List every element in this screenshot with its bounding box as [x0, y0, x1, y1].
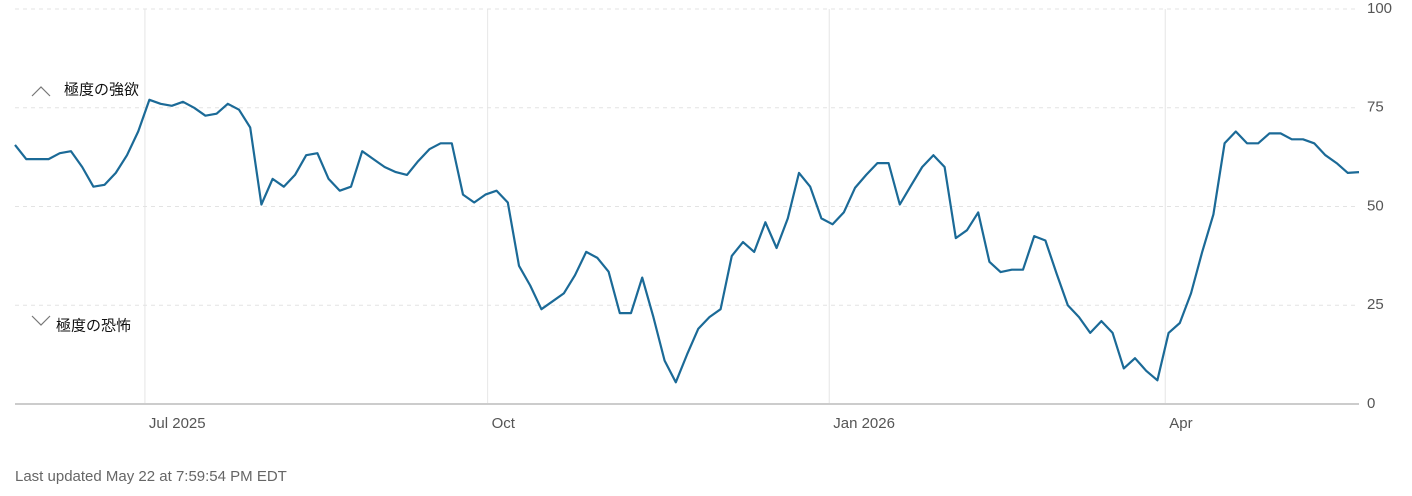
x-tick-label: Oct: [492, 415, 516, 432]
x-tick-label: Apr: [1169, 415, 1192, 432]
y-tick-label: 0: [1367, 395, 1375, 412]
series-line: [14, 98, 1360, 384]
footer: Last updated May 22 at 7:59:54 PM EDT: [15, 468, 287, 485]
y-tick-label: 75: [1367, 99, 1384, 116]
greed-icon: [31, 86, 51, 97]
fear-label: 極度の恐怖: [56, 317, 131, 335]
x-tick-label: Jan 2026: [833, 415, 895, 432]
fear-icon: [31, 315, 51, 326]
y-tick-label: 50: [1367, 197, 1384, 214]
y-tick-label: 100: [1367, 0, 1392, 17]
greed-label: 極度の強欲: [64, 81, 139, 99]
x-tick-label: Jul 2025: [149, 415, 206, 432]
y-tick-label: 25: [1367, 296, 1384, 313]
